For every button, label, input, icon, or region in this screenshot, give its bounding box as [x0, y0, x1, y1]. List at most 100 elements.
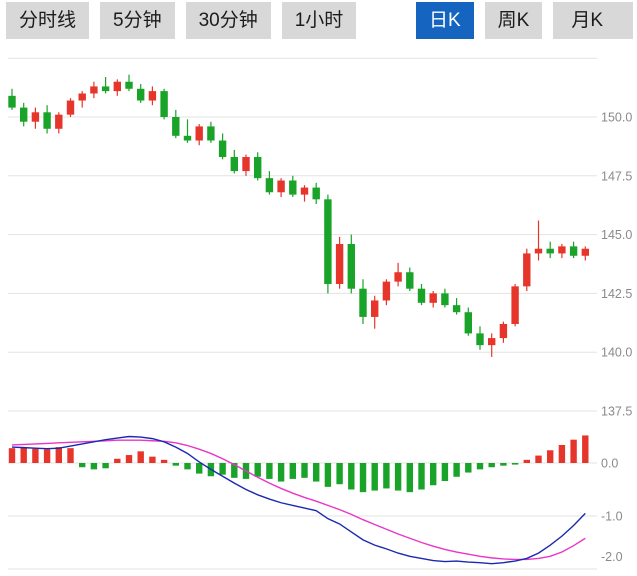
candle-body — [160, 91, 168, 117]
macd-histogram-bar — [43, 449, 51, 463]
tab-minute-line[interactable]: 分时线 — [6, 2, 90, 39]
price-axis-label: 140.0 — [601, 346, 632, 360]
macd-axis-label: -1.0 — [601, 510, 623, 524]
price-axis-label: 142.5 — [601, 287, 632, 301]
candle-body — [534, 248, 543, 254]
candle-body — [581, 248, 589, 256]
tab-weekly-k[interactable]: 周K — [484, 2, 543, 39]
macd-histogram-bar — [406, 463, 413, 493]
candle-body — [207, 126, 215, 141]
candle-body — [113, 81, 121, 92]
candle-body — [359, 288, 367, 317]
candle-body — [125, 81, 133, 89]
macd-histogram-bar — [301, 463, 308, 478]
price-axis-label: 150.0 — [601, 111, 632, 125]
candle-body — [172, 117, 180, 136]
macd-axis-label: -2.0 — [601, 550, 623, 564]
tab-1hour[interactable]: 1小时 — [281, 2, 357, 39]
macd-histogram-bar — [511, 463, 519, 465]
candle-body — [183, 135, 192, 141]
candle-body — [31, 112, 40, 122]
candle-body — [488, 338, 496, 346]
macd-histogram-bar — [266, 463, 273, 479]
candle-body — [476, 333, 484, 346]
macd-histogram-bar — [125, 455, 133, 463]
macd-histogram-bar — [219, 463, 226, 475]
candle-body — [277, 180, 285, 193]
macd-histogram-bar — [383, 463, 390, 489]
macd-histogram-bar — [149, 456, 156, 463]
macd-histogram-bar — [90, 463, 98, 470]
candle-body — [66, 100, 75, 115]
candle-body — [347, 244, 355, 289]
candle-body — [394, 272, 402, 282]
macd-histogram-bar — [547, 450, 554, 463]
macd-histogram-bar — [476, 463, 484, 470]
macd-histogram-bar — [20, 447, 27, 463]
macd-axis-label: 0.0 — [601, 457, 618, 471]
candle-body — [254, 156, 262, 179]
macd-histogram-bar — [137, 451, 144, 463]
macd-histogram-bar — [313, 463, 320, 482]
candlestick-macd-chart[interactable]: 150.0 147.5 145.0 142.5 140.0 137.5 0.0 -1.0 -2.… — [0, 40, 637, 576]
candle-body — [371, 300, 379, 317]
candle-body — [523, 253, 531, 287]
macd-histogram-bar — [184, 463, 191, 470]
macd-histogram-bar — [8, 448, 16, 463]
candle-body — [441, 293, 449, 306]
candle-body — [312, 187, 320, 200]
candle-body — [406, 272, 414, 289]
macd-histogram-bar — [430, 463, 437, 486]
macd-histogram-bar — [465, 463, 472, 473]
macd-histogram-bar — [570, 439, 577, 463]
tab-monthly-k[interactable]: 月K — [553, 2, 633, 39]
macd-histogram-bar — [160, 459, 168, 463]
macd-histogram-bar — [394, 463, 402, 491]
tab-5min[interactable]: 5分钟 — [100, 2, 175, 39]
candle-body — [8, 95, 16, 108]
macd-histogram-bar — [418, 463, 425, 490]
candle-body — [90, 86, 98, 94]
candle-body — [464, 312, 472, 334]
candle-body — [499, 323, 508, 339]
candle-body — [452, 305, 461, 313]
candle-body — [300, 187, 309, 195]
chart-area[interactable]: 150.0 147.5 145.0 142.5 140.0 137.5 0.0 -1.0 -2.… — [0, 40, 637, 576]
tab-daily-k[interactable]: 日K — [415, 2, 474, 39]
price-axis-label: 145.0 — [601, 228, 632, 242]
price-axis-label: 137.5 — [601, 405, 632, 419]
candle-body — [218, 140, 227, 157]
candle-body — [101, 86, 110, 92]
candle-body — [558, 246, 566, 254]
dif-line — [11, 435, 586, 565]
candle-body — [569, 246, 578, 256]
macd-histogram-bar — [172, 463, 179, 466]
macd-histogram-bar — [32, 448, 39, 463]
timeframe-tabbar: 分时线 5分钟 30分钟 1小时 日K 周K 月K — [0, 0, 637, 42]
macd-histogram-bar — [582, 435, 589, 463]
candle-body — [511, 286, 519, 324]
candle-body — [20, 107, 28, 122]
candle-body — [265, 178, 274, 193]
candle-body — [382, 281, 391, 301]
macd-histogram-bar — [535, 455, 542, 463]
macd-histogram-bar — [359, 463, 367, 493]
candle-body — [242, 156, 250, 172]
candle-body — [335, 244, 344, 284]
candle-body — [429, 293, 437, 303]
candle-body — [289, 180, 297, 195]
macd-histogram-bar — [55, 447, 62, 463]
macd-histogram-bar — [500, 463, 507, 466]
tab-30min[interactable]: 30分钟 — [185, 2, 271, 39]
macd-histogram-bar — [488, 463, 495, 468]
dea-line — [11, 439, 586, 561]
macd-histogram-bar — [67, 448, 74, 463]
macd-histogram-bar — [277, 463, 285, 482]
candle-body — [230, 156, 238, 172]
candle-body — [417, 288, 426, 303]
macd-histogram-bar — [441, 463, 449, 482]
macd-histogram-bar — [371, 463, 378, 491]
macd-histogram-bar — [289, 463, 296, 479]
macd-histogram-bar — [336, 463, 343, 485]
macd-histogram-bar — [558, 444, 566, 463]
